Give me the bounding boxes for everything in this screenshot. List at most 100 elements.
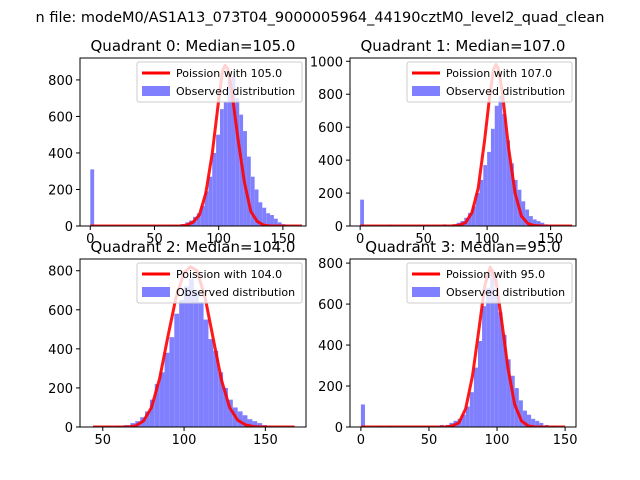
legend-label-observed: Observed distribution xyxy=(446,85,565,98)
y-tick-label: 0 xyxy=(65,421,73,436)
x-tick-label: 100 xyxy=(485,433,510,448)
histogram-bar xyxy=(174,313,180,427)
histogram-bar xyxy=(250,176,255,226)
x-tick-label: 150 xyxy=(253,433,278,448)
x-tick-label: 150 xyxy=(270,232,295,247)
histogram-bar xyxy=(469,392,474,427)
axes-frame xyxy=(349,57,577,227)
histogram-bar xyxy=(90,169,95,226)
y-tick-label: 800 xyxy=(318,88,343,103)
histogram-bar xyxy=(223,101,228,226)
histogram-bar xyxy=(237,411,243,427)
histogram-bar xyxy=(227,399,233,427)
histogram-bar xyxy=(196,213,201,226)
histogram-bar xyxy=(502,334,507,427)
histogram-bar xyxy=(270,215,274,226)
histogram-bar xyxy=(509,163,514,226)
legend-label-poisson: Poission with 105.0 xyxy=(176,67,282,80)
histogram-bar xyxy=(169,337,175,427)
x-tick-label: 50 xyxy=(146,232,163,247)
legend-patch-swatch xyxy=(142,287,170,297)
y-tick-label: 600 xyxy=(48,304,73,319)
x-tick-label: 100 xyxy=(206,232,231,247)
subplot-title: Quadrant 2: Median=104.0 xyxy=(91,238,296,256)
histogram-bar xyxy=(184,286,189,427)
histogram-bar xyxy=(193,290,199,427)
histogram-bar xyxy=(164,352,170,427)
legend-label-poisson: Poission with 104.0 xyxy=(176,268,282,281)
histogram-bar xyxy=(257,423,263,427)
histogram-bar xyxy=(540,222,545,226)
histogram-bar xyxy=(502,114,507,226)
histogram-bar xyxy=(203,319,209,427)
x-tick-label: 50 xyxy=(415,232,432,247)
x-tick-label: 150 xyxy=(538,232,563,247)
histogram-bar xyxy=(536,221,541,226)
histogram-bar xyxy=(204,191,209,226)
legend: Poission with 105.0 Observed distribution xyxy=(136,61,303,103)
histogram-bar xyxy=(242,415,248,427)
histogram-bar xyxy=(475,193,480,226)
histogram-bar xyxy=(479,179,484,226)
histogram-bar xyxy=(526,414,532,427)
x-tick-label: 100 xyxy=(475,232,500,247)
histogram-bar xyxy=(535,420,540,427)
histogram-bar xyxy=(522,410,527,427)
y-tick-label: 200 xyxy=(318,187,343,202)
histogram-bar xyxy=(223,387,228,427)
histogram-bar xyxy=(494,105,499,226)
histogram-bar xyxy=(266,213,271,226)
y-tick-label: 600 xyxy=(318,298,343,313)
subplot-grid: 0 50 100 150 0 200 400 600 800 Quadrant 0: Median… xyxy=(48,37,577,448)
y-tick-label: 200 xyxy=(318,380,343,395)
histogram-bar xyxy=(461,414,466,427)
histogram-bar xyxy=(521,201,526,226)
y-tick-label: 200 xyxy=(48,382,73,397)
subplot-quadrant-3: 0 50 100 150 0 200 400 600 800 Quadrant 3: Median… xyxy=(318,238,577,448)
histogram-bar xyxy=(471,206,476,226)
legend-box xyxy=(136,262,303,304)
histogram-bar xyxy=(487,151,491,226)
histogram-bar xyxy=(360,199,364,226)
y-tick-label: 400 xyxy=(318,154,343,169)
legend-label-poisson: Poission with 107.0 xyxy=(446,67,552,80)
histogram-bar xyxy=(247,419,253,427)
histogram-bar xyxy=(216,134,220,226)
subplot-title: Quadrant 3: Median=95.0 xyxy=(365,238,560,256)
y-tick-label: 0 xyxy=(65,220,73,235)
histogram-bar xyxy=(227,79,232,226)
y-tick-label: 1000 xyxy=(310,55,343,70)
histogram-bar xyxy=(149,399,155,427)
histogram-bar xyxy=(506,140,510,226)
legend-patch-swatch xyxy=(412,287,440,297)
y-tick-label: 0 xyxy=(335,421,343,436)
y-tick-label: 600 xyxy=(48,110,73,125)
x-tick-label: 50 xyxy=(421,433,438,448)
x-tick-label: 0 xyxy=(356,232,364,247)
legend-label-observed: Observed distribution xyxy=(176,85,295,98)
histogram-bar xyxy=(518,400,523,427)
y-tick-label: 0 xyxy=(335,220,343,235)
y-tick-label: 800 xyxy=(318,257,343,272)
histogram-bar xyxy=(231,76,236,226)
histogram-bar xyxy=(468,212,472,226)
histogram-bar xyxy=(529,216,533,226)
x-tick-label: 0 xyxy=(86,232,94,247)
histogram-bar xyxy=(145,411,150,427)
histogram-bar xyxy=(219,109,224,226)
y-tick-label: 200 xyxy=(48,183,73,198)
histogram-bar xyxy=(477,340,483,427)
histogram-bar xyxy=(498,95,503,226)
histogram-bar xyxy=(531,418,536,427)
histogram-bar xyxy=(208,339,214,427)
plot-area xyxy=(90,63,303,226)
histogram-bar xyxy=(258,202,263,226)
histogram-bar xyxy=(179,300,185,427)
y-tick-label: 600 xyxy=(318,121,343,136)
x-tick-label: 0 xyxy=(357,433,365,448)
histogram-bar xyxy=(252,421,258,427)
histogram-bar xyxy=(212,152,217,226)
subplot-quadrant-2: 50 100 150 0 200 400 600 800 Quadrant 2: Median=… xyxy=(48,238,307,448)
histogram-bar xyxy=(483,165,488,226)
histogram-bar xyxy=(539,422,544,427)
